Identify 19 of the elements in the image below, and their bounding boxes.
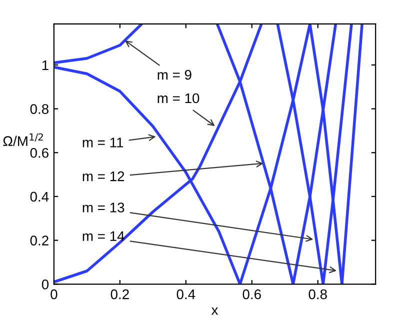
y-tick-label: 0 — [42, 279, 49, 290]
x-tick-label: 0.4 — [176, 289, 196, 300]
annotation: m = 9 — [158, 70, 192, 80]
annotation: m = 13 — [82, 202, 124, 212]
y-tick-label: 0.8 — [30, 104, 48, 114]
annotation: m = 10 — [158, 93, 200, 104]
y-tick-label: 1 — [42, 60, 48, 70]
x-tick-label: 0.6 — [242, 289, 261, 300]
y-axis-title: Ω/M$^{1/2}$ — [3, 133, 43, 146]
x-tick-label: 0.8 — [308, 289, 327, 300]
y-tick-label: 0.2 — [30, 236, 48, 246]
annotation: m = 14 — [82, 231, 124, 241]
x-tick-label: 0 — [50, 289, 58, 300]
x-tick-label: 0.2 — [110, 289, 129, 300]
annotation: m = 12 — [82, 171, 124, 182]
x-axis-title: x — [211, 307, 218, 315]
y-tick-label: 0.4 — [30, 192, 49, 202]
annotation: m = 11 — [82, 138, 124, 148]
y-tick-label: 0.6 — [30, 148, 48, 158]
